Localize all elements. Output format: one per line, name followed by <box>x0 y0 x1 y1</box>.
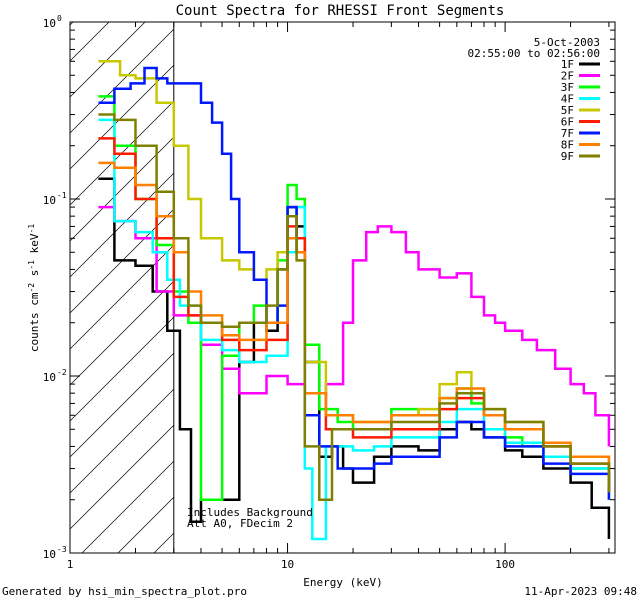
time-range-text: 02:55:00 to 02:56:00 <box>468 47 600 60</box>
legend-label-9F: 9F <box>561 150 574 163</box>
hatch-line <box>70 28 174 134</box>
legend-label-5F: 5F <box>561 104 574 117</box>
y-tick-label: 10 <box>43 17 56 30</box>
hatch-line <box>0 0 106 553</box>
hatch-line <box>70 22 110 62</box>
hatch-line <box>70 208 174 314</box>
series-line-9F <box>98 113 611 501</box>
legend-label-4F: 4F <box>561 93 574 106</box>
legend-label-1F: 1F <box>561 58 574 71</box>
series-line-2F <box>98 205 611 447</box>
hatch-line <box>70 22 74 26</box>
y-tick-label: 10 <box>43 371 56 384</box>
y-tick-label: 10 <box>43 194 56 207</box>
y-tick-exponent: -1 <box>57 191 67 200</box>
x-tick-label: 100 <box>495 558 515 571</box>
y-axis-label: counts cm-2 s-1 keV-1 <box>27 224 42 352</box>
x-tick-label: 10 <box>281 558 294 571</box>
legend-label-3F: 3F <box>561 81 574 94</box>
legend-label-8F: 8F <box>561 139 574 152</box>
footer-generated-by: Generated by hsi_min_spectra_plot.pro <box>2 585 247 598</box>
hatch-line <box>70 280 174 386</box>
hatch-line <box>70 352 174 458</box>
y-tick-label: 10 <box>43 548 56 561</box>
series-group <box>98 60 611 541</box>
plot-frame <box>69 21 616 554</box>
hatch-line <box>81 460 174 553</box>
y-tick-exponent: 0 <box>57 14 62 23</box>
hatch-line <box>70 388 174 494</box>
legend-label-2F: 2F <box>561 70 574 83</box>
footer-timestamp: 11-Apr-2023 09:48 <box>524 585 637 598</box>
hatch-line <box>70 172 174 278</box>
hatch-line <box>70 22 146 98</box>
x-axis-label: Energy (keV) <box>303 576 382 589</box>
chart-title: Count Spectra for RHESSI Front Segments <box>176 3 505 19</box>
date-text: 5-Oct-2003 <box>534 36 600 49</box>
legend-label-6F: 6F <box>561 116 574 129</box>
hatch-line <box>70 100 174 206</box>
legend-label-7F: 7F <box>561 127 574 140</box>
x-axis: 1 10 100 <box>67 22 610 571</box>
y-tick-exponent: -2 <box>57 368 67 377</box>
y-tick-exponent: -3 <box>57 545 67 554</box>
x-tick-label: 1 <box>67 558 74 571</box>
annotation-attenuator: Att A0, FDecim 2 <box>187 517 293 530</box>
hatch-line <box>70 424 174 530</box>
annotation-background: Includes Background <box>187 506 313 519</box>
